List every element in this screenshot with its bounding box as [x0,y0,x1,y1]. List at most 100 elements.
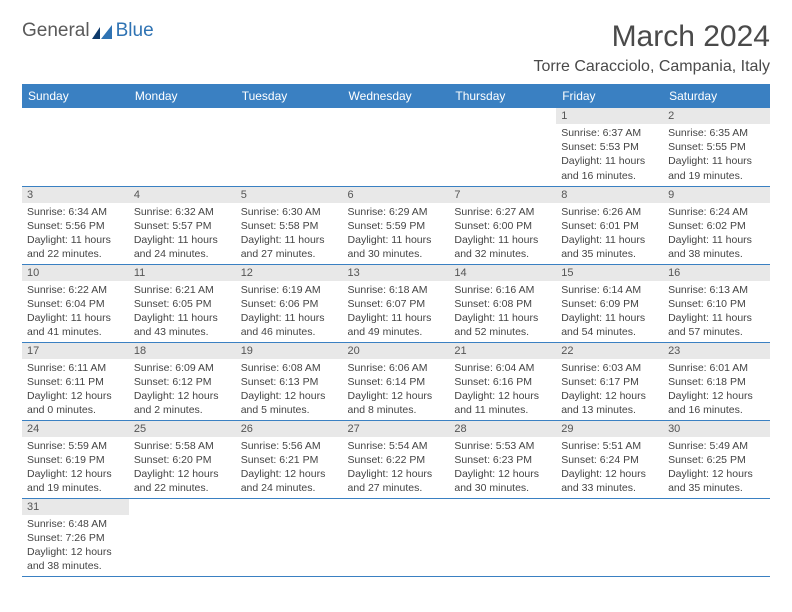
daylight-line: Daylight: 11 hours and 27 minutes. [241,233,338,261]
calendar-day-cell: 21Sunrise: 6:04 AMSunset: 6:16 PMDayligh… [449,342,556,420]
sunrise-line: Sunrise: 6:13 AM [668,283,765,297]
weekday-header: Sunday [22,84,129,108]
day-details: Sunrise: 6:26 AMSunset: 6:01 PMDaylight:… [556,203,663,264]
daylight-line: Daylight: 11 hours and 22 minutes. [27,233,124,261]
sunset-line: Sunset: 6:23 PM [454,453,551,467]
sunrise-line: Sunrise: 6:29 AM [348,205,445,219]
day-number: 22 [556,343,663,359]
calendar-week-row: 24Sunrise: 5:59 AMSunset: 6:19 PMDayligh… [22,420,770,498]
sunset-line: Sunset: 6:14 PM [348,375,445,389]
day-details: Sunrise: 5:51 AMSunset: 6:24 PMDaylight:… [556,437,663,498]
sunset-line: Sunset: 6:00 PM [454,219,551,233]
sunrise-line: Sunrise: 6:08 AM [241,361,338,375]
calendar-day-cell: 4Sunrise: 6:32 AMSunset: 5:57 PMDaylight… [129,186,236,264]
calendar-day-cell: 18Sunrise: 6:09 AMSunset: 6:12 PMDayligh… [129,342,236,420]
day-details: Sunrise: 5:58 AMSunset: 6:20 PMDaylight:… [129,437,236,498]
calendar-empty-cell [556,498,663,576]
weekday-header: Saturday [663,84,770,108]
daylight-line: Daylight: 11 hours and 24 minutes. [134,233,231,261]
daylight-line: Daylight: 12 hours and 33 minutes. [561,467,658,495]
sunset-line: Sunset: 6:09 PM [561,297,658,311]
calendar-day-cell: 9Sunrise: 6:24 AMSunset: 6:02 PMDaylight… [663,186,770,264]
sunrise-line: Sunrise: 5:53 AM [454,439,551,453]
day-details: Sunrise: 5:59 AMSunset: 6:19 PMDaylight:… [22,437,129,498]
day-number: 27 [343,421,450,437]
day-details: Sunrise: 5:56 AMSunset: 6:21 PMDaylight:… [236,437,343,498]
sunset-line: Sunset: 6:24 PM [561,453,658,467]
calendar-day-cell: 25Sunrise: 5:58 AMSunset: 6:20 PMDayligh… [129,420,236,498]
daylight-line: Daylight: 11 hours and 52 minutes. [454,311,551,339]
day-number: 2 [663,108,770,124]
sunrise-line: Sunrise: 6:32 AM [134,205,231,219]
day-number: 15 [556,265,663,281]
sunset-line: Sunset: 6:20 PM [134,453,231,467]
calendar-day-cell: 30Sunrise: 5:49 AMSunset: 6:25 PMDayligh… [663,420,770,498]
day-details: Sunrise: 6:29 AMSunset: 5:59 PMDaylight:… [343,203,450,264]
calendar-empty-cell [236,108,343,186]
calendar-empty-cell [129,498,236,576]
sunrise-line: Sunrise: 5:54 AM [348,439,445,453]
daylight-line: Daylight: 11 hours and 41 minutes. [27,311,124,339]
daylight-line: Daylight: 12 hours and 8 minutes. [348,389,445,417]
calendar-week-row: 31Sunrise: 6:48 AMSunset: 7:26 PMDayligh… [22,498,770,576]
sunrise-line: Sunrise: 6:06 AM [348,361,445,375]
day-number: 17 [22,343,129,359]
calendar-week-row: 10Sunrise: 6:22 AMSunset: 6:04 PMDayligh… [22,264,770,342]
day-number: 24 [22,421,129,437]
daylight-line: Daylight: 11 hours and 30 minutes. [348,233,445,261]
calendar-empty-cell [22,108,129,186]
calendar-day-cell: 31Sunrise: 6:48 AMSunset: 7:26 PMDayligh… [22,498,129,576]
sunset-line: Sunset: 6:17 PM [561,375,658,389]
sunrise-line: Sunrise: 6:16 AM [454,283,551,297]
sunrise-line: Sunrise: 5:56 AM [241,439,338,453]
logo-text-blue: Blue [116,20,154,42]
daylight-line: Daylight: 12 hours and 35 minutes. [668,467,765,495]
day-details: Sunrise: 6:03 AMSunset: 6:17 PMDaylight:… [556,359,663,420]
weekday-header: Wednesday [343,84,450,108]
day-number: 3 [22,187,129,203]
calendar-empty-cell [343,498,450,576]
day-details: Sunrise: 6:22 AMSunset: 6:04 PMDaylight:… [22,281,129,342]
day-details: Sunrise: 6:06 AMSunset: 6:14 PMDaylight:… [343,359,450,420]
sunset-line: Sunset: 6:12 PM [134,375,231,389]
day-details: Sunrise: 5:54 AMSunset: 6:22 PMDaylight:… [343,437,450,498]
day-details: Sunrise: 6:24 AMSunset: 6:02 PMDaylight:… [663,203,770,264]
sunrise-line: Sunrise: 6:26 AM [561,205,658,219]
weekday-header: Monday [129,84,236,108]
daylight-line: Daylight: 11 hours and 49 minutes. [348,311,445,339]
calendar-day-cell: 24Sunrise: 5:59 AMSunset: 6:19 PMDayligh… [22,420,129,498]
daylight-line: Daylight: 11 hours and 43 minutes. [134,311,231,339]
day-details: Sunrise: 6:09 AMSunset: 6:12 PMDaylight:… [129,359,236,420]
calendar-empty-cell [343,108,450,186]
day-details: Sunrise: 6:04 AMSunset: 6:16 PMDaylight:… [449,359,556,420]
sunrise-line: Sunrise: 6:35 AM [668,126,765,140]
sunrise-line: Sunrise: 6:11 AM [27,361,124,375]
sunset-line: Sunset: 6:21 PM [241,453,338,467]
day-details: Sunrise: 6:18 AMSunset: 6:07 PMDaylight:… [343,281,450,342]
calendar-day-cell: 19Sunrise: 6:08 AMSunset: 6:13 PMDayligh… [236,342,343,420]
day-number: 16 [663,265,770,281]
calendar-head: SundayMondayTuesdayWednesdayThursdayFrid… [22,84,770,108]
sunset-line: Sunset: 5:53 PM [561,140,658,154]
day-details: Sunrise: 6:34 AMSunset: 5:56 PMDaylight:… [22,203,129,264]
day-number: 10 [22,265,129,281]
weekday-header: Tuesday [236,84,343,108]
calendar-empty-cell [663,498,770,576]
sunrise-line: Sunrise: 6:21 AM [134,283,231,297]
calendar-day-cell: 6Sunrise: 6:29 AMSunset: 5:59 PMDaylight… [343,186,450,264]
title-block: March 2024 Torre Caracciolo, Campania, I… [533,20,770,76]
calendar-page: General Blue March 2024 Torre Caracciolo… [0,0,792,597]
sunrise-line: Sunrise: 6:18 AM [348,283,445,297]
day-details: Sunrise: 5:53 AMSunset: 6:23 PMDaylight:… [449,437,556,498]
day-number: 18 [129,343,236,359]
sunset-line: Sunset: 5:55 PM [668,140,765,154]
day-number: 25 [129,421,236,437]
day-details: Sunrise: 6:48 AMSunset: 7:26 PMDaylight:… [22,515,129,576]
daylight-line: Daylight: 12 hours and 5 minutes. [241,389,338,417]
calendar-day-cell: 15Sunrise: 6:14 AMSunset: 6:09 PMDayligh… [556,264,663,342]
calendar-day-cell: 29Sunrise: 5:51 AMSunset: 6:24 PMDayligh… [556,420,663,498]
logo-text-general: General [22,20,90,42]
sunset-line: Sunset: 6:06 PM [241,297,338,311]
calendar-day-cell: 26Sunrise: 5:56 AMSunset: 6:21 PMDayligh… [236,420,343,498]
day-number: 4 [129,187,236,203]
